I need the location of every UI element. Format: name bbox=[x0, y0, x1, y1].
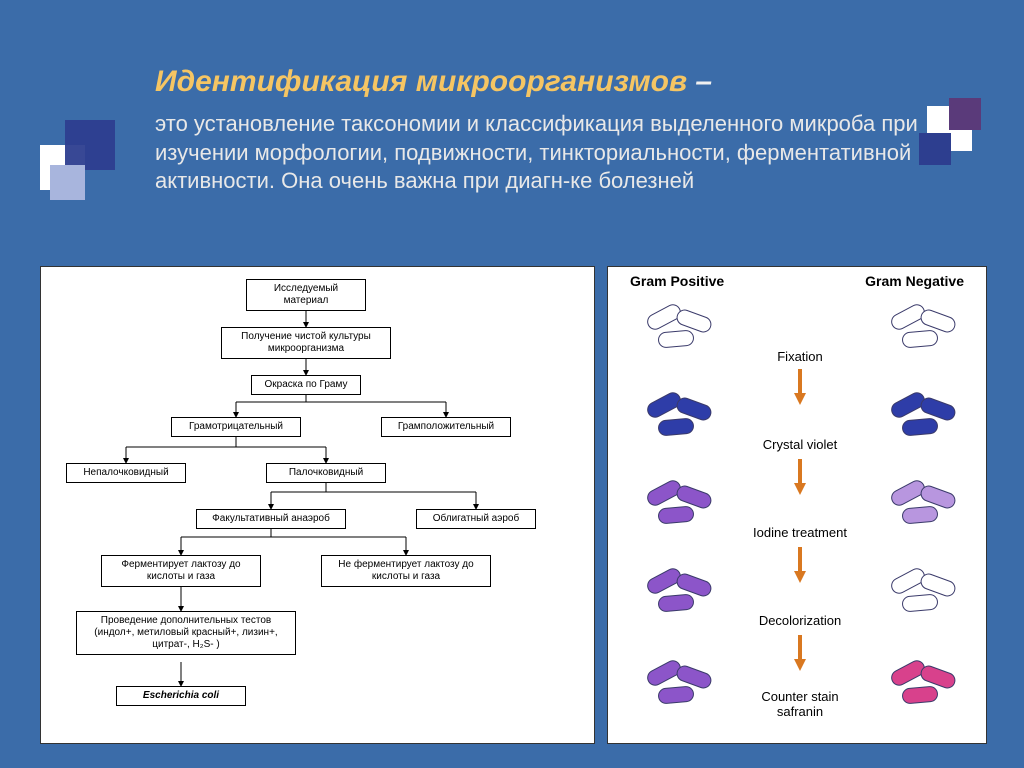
gram-step-label: Crystal violet bbox=[740, 437, 860, 452]
flowchart-box: Escherichia coli bbox=[116, 686, 246, 706]
flowchart-box: Непалочковидный bbox=[66, 463, 186, 483]
flowchart-panel: Исследуемый материал Получение чистой кул… bbox=[40, 266, 595, 744]
gram-header-right: Gram Negative bbox=[865, 273, 964, 289]
flowchart-box: Облигатный аэроб bbox=[416, 509, 536, 529]
pill bbox=[657, 505, 694, 524]
decor-left bbox=[40, 120, 130, 215]
flowchart-box: Окраска по Граму bbox=[251, 375, 361, 395]
flowchart-box: Ферментирует лактозу до кислоты и газа bbox=[101, 555, 261, 587]
flowchart-box: Получение чистой культуры микроорганизма bbox=[221, 327, 391, 359]
gram-panel: Gram Positive Gram Negative Fixation Crys… bbox=[607, 266, 987, 744]
flowchart-box: Проведение дополнительных тестов (индол+… bbox=[76, 611, 296, 655]
flowchart-box: Исследуемый материал bbox=[246, 279, 366, 311]
gram-arrow bbox=[794, 367, 802, 397]
gram-step-label: Decolorization bbox=[740, 613, 860, 628]
pill bbox=[657, 417, 694, 436]
gram-arrow bbox=[794, 457, 802, 487]
pill bbox=[901, 505, 938, 524]
pill bbox=[657, 685, 694, 704]
pill bbox=[901, 329, 938, 348]
gram-step-label: Fixation bbox=[740, 349, 860, 364]
flowchart-box: Грамположительный bbox=[381, 417, 511, 437]
flowchart-box: Грамотрицательный bbox=[171, 417, 301, 437]
gram-arrow bbox=[794, 633, 802, 663]
pill bbox=[901, 685, 938, 704]
gram-arrow bbox=[794, 545, 802, 575]
slide-body: это установление таксономии и классифика… bbox=[155, 110, 975, 196]
slide-title: Идентификация микроорганизмов – bbox=[155, 65, 712, 99]
pill bbox=[657, 329, 694, 348]
pill bbox=[901, 417, 938, 436]
pill bbox=[901, 593, 938, 612]
flowchart-box: Факультативный анаэроб bbox=[196, 509, 346, 529]
gram-step-label: Iodine treatment bbox=[740, 525, 860, 540]
pill bbox=[657, 593, 694, 612]
gram-step-label: Counter stain safranin bbox=[740, 689, 860, 719]
flowchart-box: Не ферментирует лактозу до кислоты и газ… bbox=[321, 555, 491, 587]
gram-header-left: Gram Positive bbox=[630, 273, 724, 289]
flowchart-box: Палочковидный bbox=[266, 463, 386, 483]
